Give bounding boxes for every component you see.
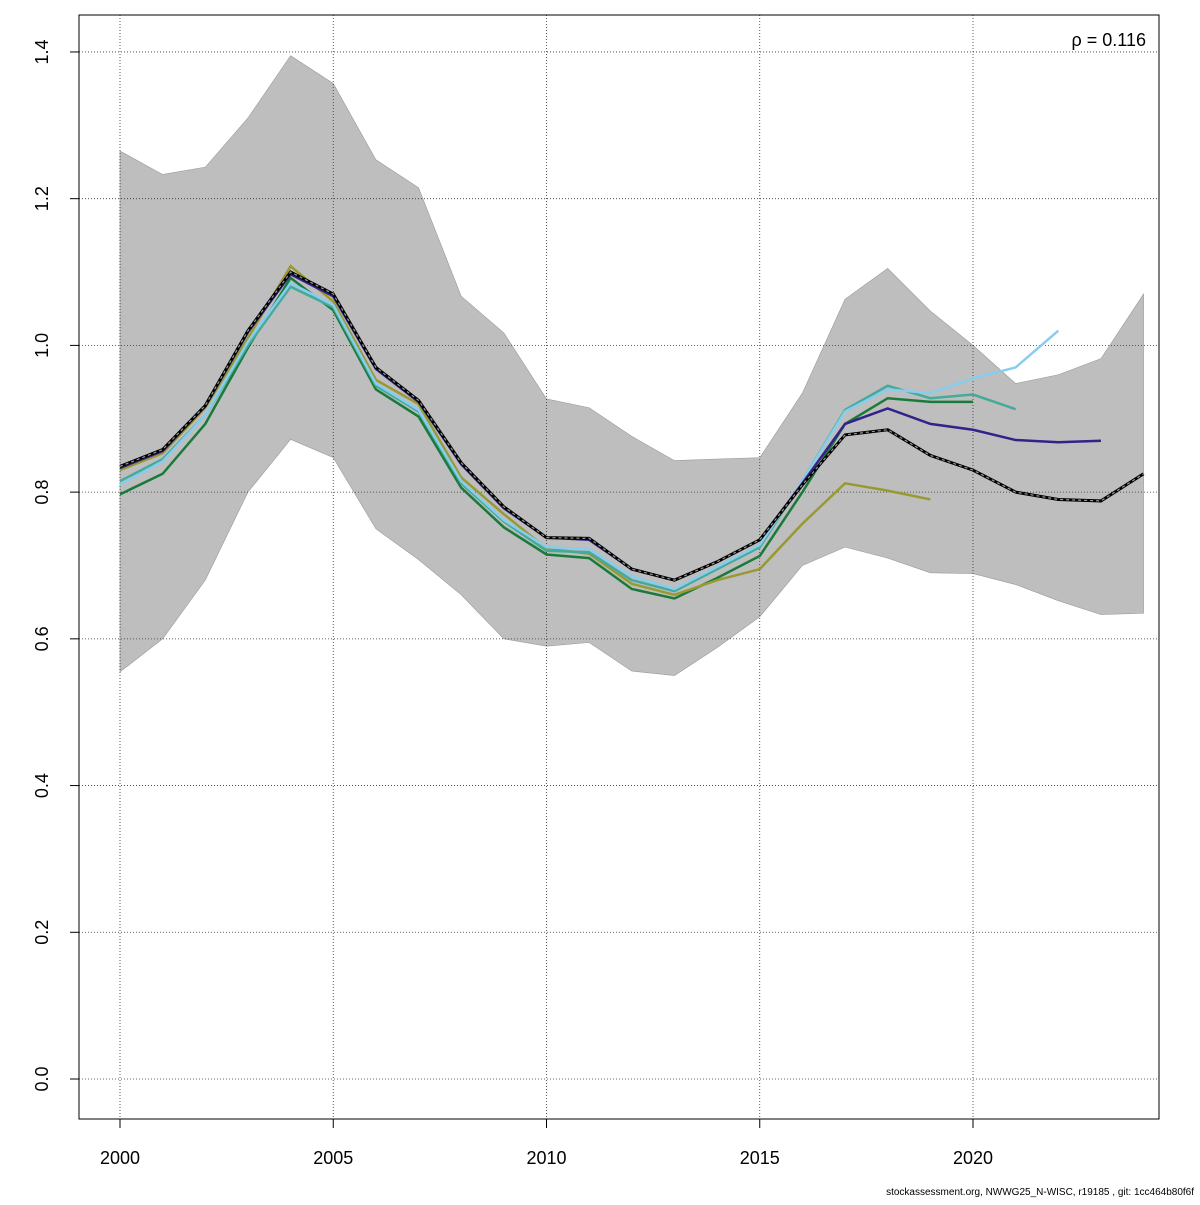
y-tick-label: 1.2 bbox=[32, 186, 52, 211]
series-line-2 bbox=[119, 285, 1017, 593]
plot-frame bbox=[78, 14, 1160, 1120]
y-tick-label: 0.0 bbox=[32, 1066, 52, 1091]
x-tick-label: 2000 bbox=[100, 1148, 140, 1168]
y-tick-label: 0.6 bbox=[32, 626, 52, 651]
series-line-1 bbox=[119, 264, 931, 597]
series-line-3 bbox=[119, 281, 1060, 591]
footer-text: stockassessment.org, NWWG25_N-WISC, r191… bbox=[886, 1187, 1194, 1198]
rho-annotation: ρ = 0.116 bbox=[1072, 30, 1146, 50]
y-tick-label: 0.8 bbox=[32, 480, 52, 505]
y-tick-label: 0.4 bbox=[32, 773, 52, 798]
x-tick-label: 2015 bbox=[740, 1148, 780, 1168]
x-tick-label: 2020 bbox=[953, 1148, 993, 1168]
y-tick-label: 1.4 bbox=[32, 39, 52, 64]
series-line-dash-5 bbox=[119, 271, 1144, 581]
y-tick-label: 1.0 bbox=[32, 333, 52, 358]
x-tick-label: 2010 bbox=[526, 1148, 566, 1168]
y-tick-label: 0.2 bbox=[32, 920, 52, 945]
confidence-band bbox=[119, 55, 1144, 676]
x-tick-label: 2005 bbox=[313, 1148, 353, 1168]
